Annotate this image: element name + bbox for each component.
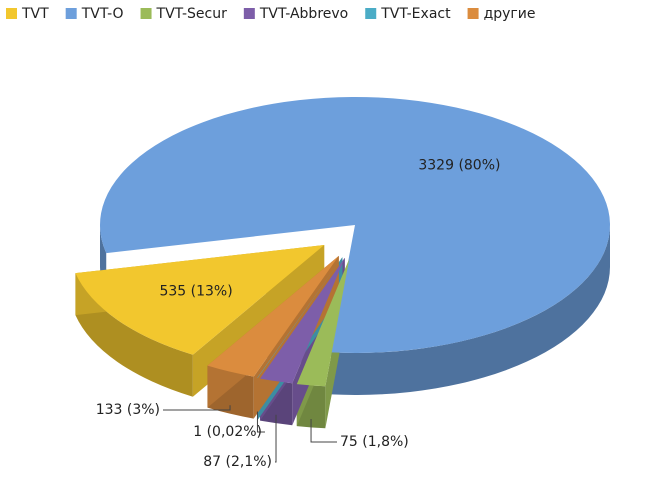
leader-line: [275, 414, 277, 463]
slice: [207, 255, 339, 377]
legend-swatch: [467, 8, 479, 19]
leader-line: [256, 411, 265, 433]
slice: [296, 258, 350, 387]
legend-item: TVT-Abbrevo: [243, 6, 348, 22]
legend-label: TVT-O: [81, 6, 124, 22]
legend-swatch: [65, 8, 77, 19]
legend-swatch: [6, 8, 17, 19]
legend-item: TVT-Secur: [140, 6, 228, 22]
slice-side: [75, 273, 193, 397]
legend-item: TVT-Exact: [365, 6, 451, 22]
legend-item: TVT-O: [65, 6, 124, 22]
data-label: 87 (2,1%): [203, 454, 272, 470]
leader-line: [163, 405, 231, 411]
data-label: 75 (1,8%): [340, 434, 409, 450]
data-label: 3329 (80%): [418, 157, 500, 173]
legend-item: другие: [467, 6, 536, 22]
data-label: 133 (3%): [96, 402, 160, 418]
legend-swatch: [365, 8, 377, 19]
legend-label: TVT-Secur: [156, 6, 228, 22]
slice: [75, 245, 325, 355]
legend-label: TVT: [21, 6, 49, 22]
pie: 535 (13%) 3329 (80%) 75 (1,8%) 87 (2,1%) 1 (…: [75, 96, 611, 470]
legend-label: TVT-Exact: [380, 6, 451, 22]
legend-swatch: [140, 8, 152, 19]
slice: [99, 96, 610, 353]
legend-item: TVT: [6, 6, 49, 22]
slice: [257, 257, 343, 378]
legend-label: другие: [484, 6, 536, 22]
legend-swatch: [243, 8, 255, 19]
slice-side: [331, 225, 611, 395]
slice: [260, 257, 345, 384]
legend-label: TVT-Abbrevo: [259, 6, 348, 22]
data-label: 1 (0,02%): [193, 424, 262, 440]
data-label: 535 (13%): [159, 284, 232, 300]
leader-line: [310, 418, 337, 443]
